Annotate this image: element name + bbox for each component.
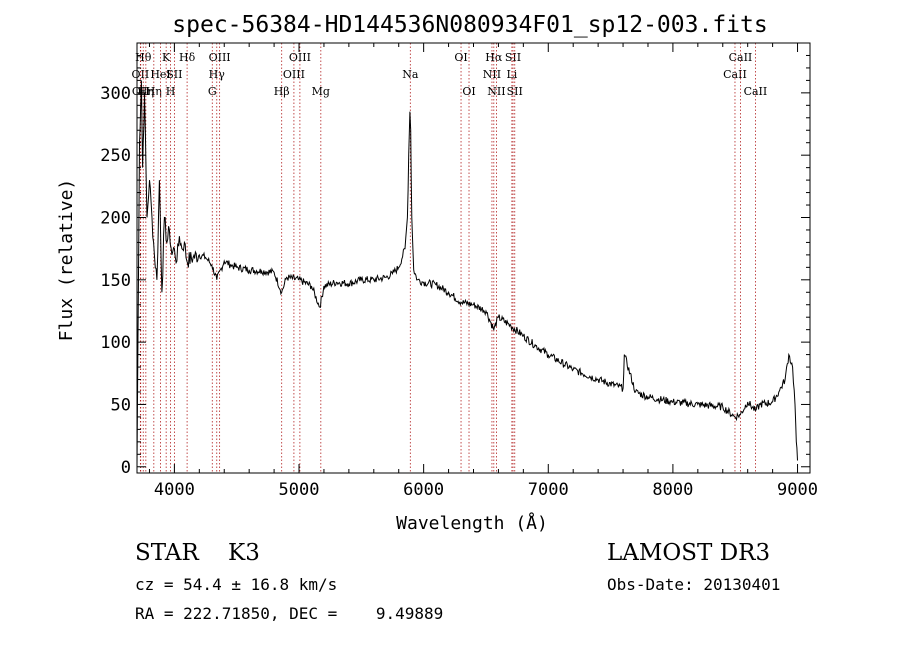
redshift: cz = 54.4 ± 16.8 km/s [135,575,338,594]
spectral-line-label-25: SII [507,85,523,98]
spectral-line-label-24: SII [505,51,521,64]
spectral-line-label-9: Hδ [179,51,196,64]
x-tick-label-3: 7000 [528,480,569,500]
spectral-line-label-18: OI [454,51,467,64]
y-tick-label-0: 0 [121,458,131,478]
spectral-line-label-2: Hθ [135,51,152,64]
spectral-line-label-6: K [162,51,171,64]
spectral-line-label-23: Li [506,68,517,81]
spectrum-series [136,80,798,467]
x-tick-label-5: 9000 [777,480,818,500]
spectral-line-label-15: OIII [289,51,311,64]
spectral-line-label-22: NII [487,85,505,98]
spectral-line-label-5: HeI [150,68,170,81]
spectral-line-label-21: Hα [485,51,503,64]
x-axis-label: Wavelength (Å) [396,512,548,534]
spectral-line-label-17: Na [402,68,419,81]
chart-title: spec-56384-HD144536N080934F01_sp12-003.f… [172,12,767,38]
x-tick-label-0: 4000 [154,480,195,500]
plot-frame [136,42,811,474]
spectral-line-label-27: CaII [729,51,753,64]
y-tick-label-6: 300 [100,84,131,104]
x-tick-label-2: 6000 [403,480,444,500]
obs-date: Obs-Date: 20130401 [607,575,781,594]
spectral-line-label-13: Hβ [274,85,290,98]
spectral-line-label-12: OIII [209,51,231,64]
x-tick-label-1: 5000 [279,480,320,500]
spectral-line-label-4: Hη [146,85,162,98]
spectral-line-label-16: Mg [312,85,330,98]
spectral-line-label-8: SII [166,68,182,81]
spectral-line-label-19: OI [462,85,475,98]
x-tick-label-4: 8000 [652,480,693,500]
star-class: STAR K3 [135,540,260,566]
spectral-line-label-10: G [208,85,217,98]
y-axis: 0 50 100 150 200 250 300 [100,54,810,478]
spectral-line-label-26: CaII [723,68,747,81]
spectral-line-label-28: CaII [744,85,768,98]
y-tick-label-5: 250 [100,146,131,166]
spectral-line-label-7: H [166,85,176,98]
y-tick-label-3: 150 [100,271,131,291]
y-tick-label-1: 50 [111,395,131,415]
spectral-line-label-11: Hγ [209,68,226,81]
spectral-line-markers: OIIOIIHθHηHηHeIKHSIIHδGHγOIIIHβOIIIOIIIM… [132,43,768,473]
coordinates: RA = 222.71850, DEC = 9.49889 [135,604,444,623]
y-axis-label: Flux (relative) [56,179,77,342]
spectral-line-label-14: OIII [283,68,305,81]
y-tick-label-2: 100 [100,333,131,353]
spectral-line-label-20: NII [483,68,501,81]
y-tick-label-4: 200 [100,208,131,228]
x-axis: 4000 5000 6000 7000 8000 9000 [148,43,818,500]
spectrum-line-0 [136,80,798,467]
survey-name: LAMOST DR3 [607,540,771,566]
